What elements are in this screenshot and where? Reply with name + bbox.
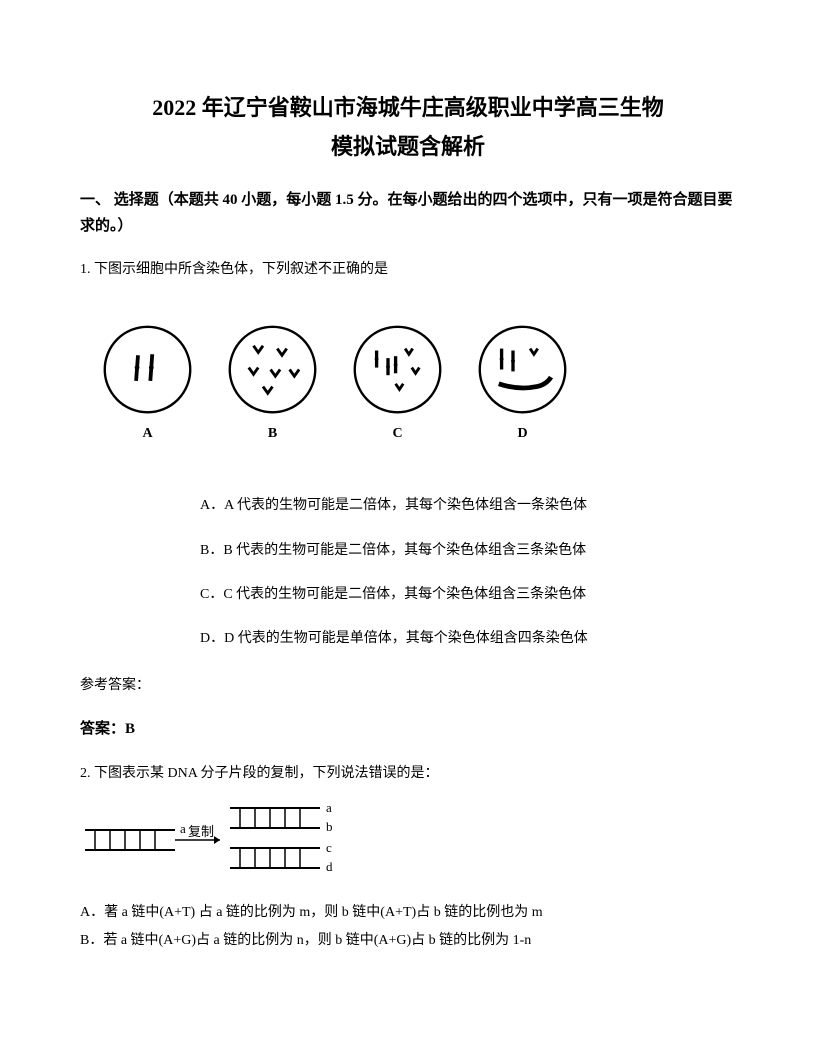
cell-svg-d	[475, 322, 570, 417]
question-1-text: 1. 下图示细胞中所含染色体，下列叙述不正确的是	[80, 259, 736, 281]
svg-text:d: d	[326, 859, 333, 874]
cell-figure-c: C	[350, 322, 445, 445]
cell-figure-a: A	[100, 322, 195, 445]
cell-label-d: D	[517, 423, 527, 445]
option-d: D．D 代表的生物可能是单倍体，其每个染色体组含四条染色体	[200, 628, 736, 650]
page-title-line1: 2022 年辽宁省鞍山市海城牛庄高级职业中学高三生物	[80, 90, 736, 125]
option-b: B．B 代表的生物可能是二倍体，其每个染色体组含三条染色体	[200, 540, 736, 562]
q2-option-a: A．著 a 链中(A+T) 占 a 链的比例为 m，则 b 链中(A+T)占 b…	[80, 902, 736, 924]
svg-text:b: b	[326, 819, 333, 834]
cell-svg-b	[225, 322, 320, 417]
option-c: C．C 代表的生物可能是二倍体，其每个染色体组含三条染色体	[200, 584, 736, 606]
q2-option-b: B．若 a 链中(A+G)占 a 链的比例为 n，则 b 链中(A+G)占 b …	[80, 930, 736, 952]
answer-value: 答案：B	[80, 717, 736, 741]
answer-label: 参考答案：	[80, 675, 736, 697]
option-a: A．A 代表的生物可能是二倍体，其每个染色体组含一条染色体	[200, 495, 736, 517]
question-1-options: A．A 代表的生物可能是二倍体，其每个染色体组含一条染色体 B．B 代表的生物可…	[80, 495, 736, 651]
dna-figure: a 复制 a b c d	[80, 800, 736, 888]
cell-label-b: B	[268, 423, 277, 445]
page-title-line2: 模拟试题含解析	[80, 129, 736, 164]
svg-text:a: a	[180, 821, 186, 836]
cell-svg-a	[100, 322, 195, 417]
svg-text:a: a	[326, 800, 332, 815]
cell-label-a: A	[142, 423, 152, 445]
question-1-figures: A B C	[80, 322, 736, 445]
svg-text:c: c	[326, 840, 332, 855]
cell-figure-d: D	[475, 322, 570, 445]
cell-figure-b: B	[225, 322, 320, 445]
svg-text:复制: 复制	[188, 824, 214, 839]
cell-svg-c	[350, 322, 445, 417]
section-heading: 一、 选择题（本题共 40 小题，每小题 1.5 分。在每小题给出的四个选项中，…	[80, 188, 736, 239]
cell-label-c: C	[392, 423, 402, 445]
dna-svg: a 复制 a b c d	[80, 800, 360, 880]
question-2-text: 2. 下图表示某 DNA 分子片段的复制，下列说法错误的是：	[80, 763, 736, 785]
